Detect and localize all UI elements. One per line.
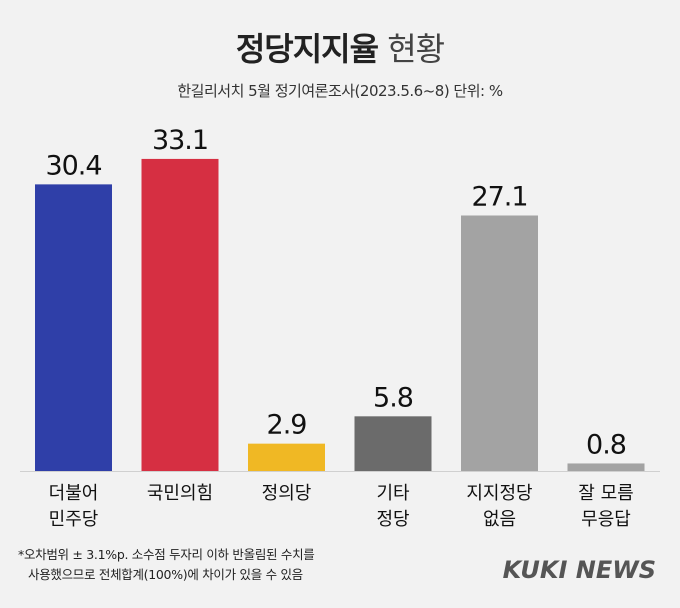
bar-value-label-4: 27.1 (471, 181, 527, 212)
bar-0 (35, 184, 112, 471)
chart-subtitle: 한길리서치 5월 정기여론조사(2023.5.6~8) 단위: % (177, 82, 503, 100)
bar-value-label-1: 33.1 (152, 125, 208, 156)
bar-5 (567, 463, 645, 471)
bar-2 (248, 443, 325, 471)
category-label-4-1: 없음 (483, 509, 516, 530)
category-label-1-0: 국민의힘 (147, 483, 213, 504)
footnote: *오차범위 ± 3.1%p. 소수점 두자리 이하 반올림된 수치를 사용했으므… (18, 545, 315, 585)
category-label-3-1: 정당 (376, 509, 409, 530)
category-label-5-0: 잘 모름 (578, 483, 633, 504)
category-label-0-1: 민주당 (49, 509, 99, 530)
brand-logo: KUKI NEWS (502, 556, 656, 584)
category-label-0-0: 더불어 (49, 483, 99, 504)
bar-1 (141, 158, 219, 471)
footnote-line-1: *오차범위 ± 3.1%p. 소수점 두자리 이하 반올림된 수치를 (18, 547, 315, 562)
footnote-line-2: 사용했으므로 전체합계(100%)에 차이가 있을 수 있음 (28, 567, 303, 582)
category-label-4-0: 지지정당 (466, 483, 532, 504)
category-label-5-1: 무응답 (581, 509, 631, 530)
bar-4 (461, 215, 538, 471)
category-label-2-0: 정의당 (262, 483, 312, 504)
category-label-3-0: 기타 (376, 483, 410, 504)
bar-value-label-0: 30.4 (45, 150, 101, 181)
bar-value-label-2: 2.9 (267, 410, 307, 441)
chart-title-sub: 현황 (387, 30, 445, 68)
bar-value-label-5: 0.8 (586, 429, 626, 460)
bar-value-label-3: 5.8 (373, 382, 413, 413)
chart-title: 정당지지율 현황 (0, 24, 680, 70)
bar-3 (354, 416, 432, 471)
chart-title-main: 정당지지율 (235, 30, 379, 68)
